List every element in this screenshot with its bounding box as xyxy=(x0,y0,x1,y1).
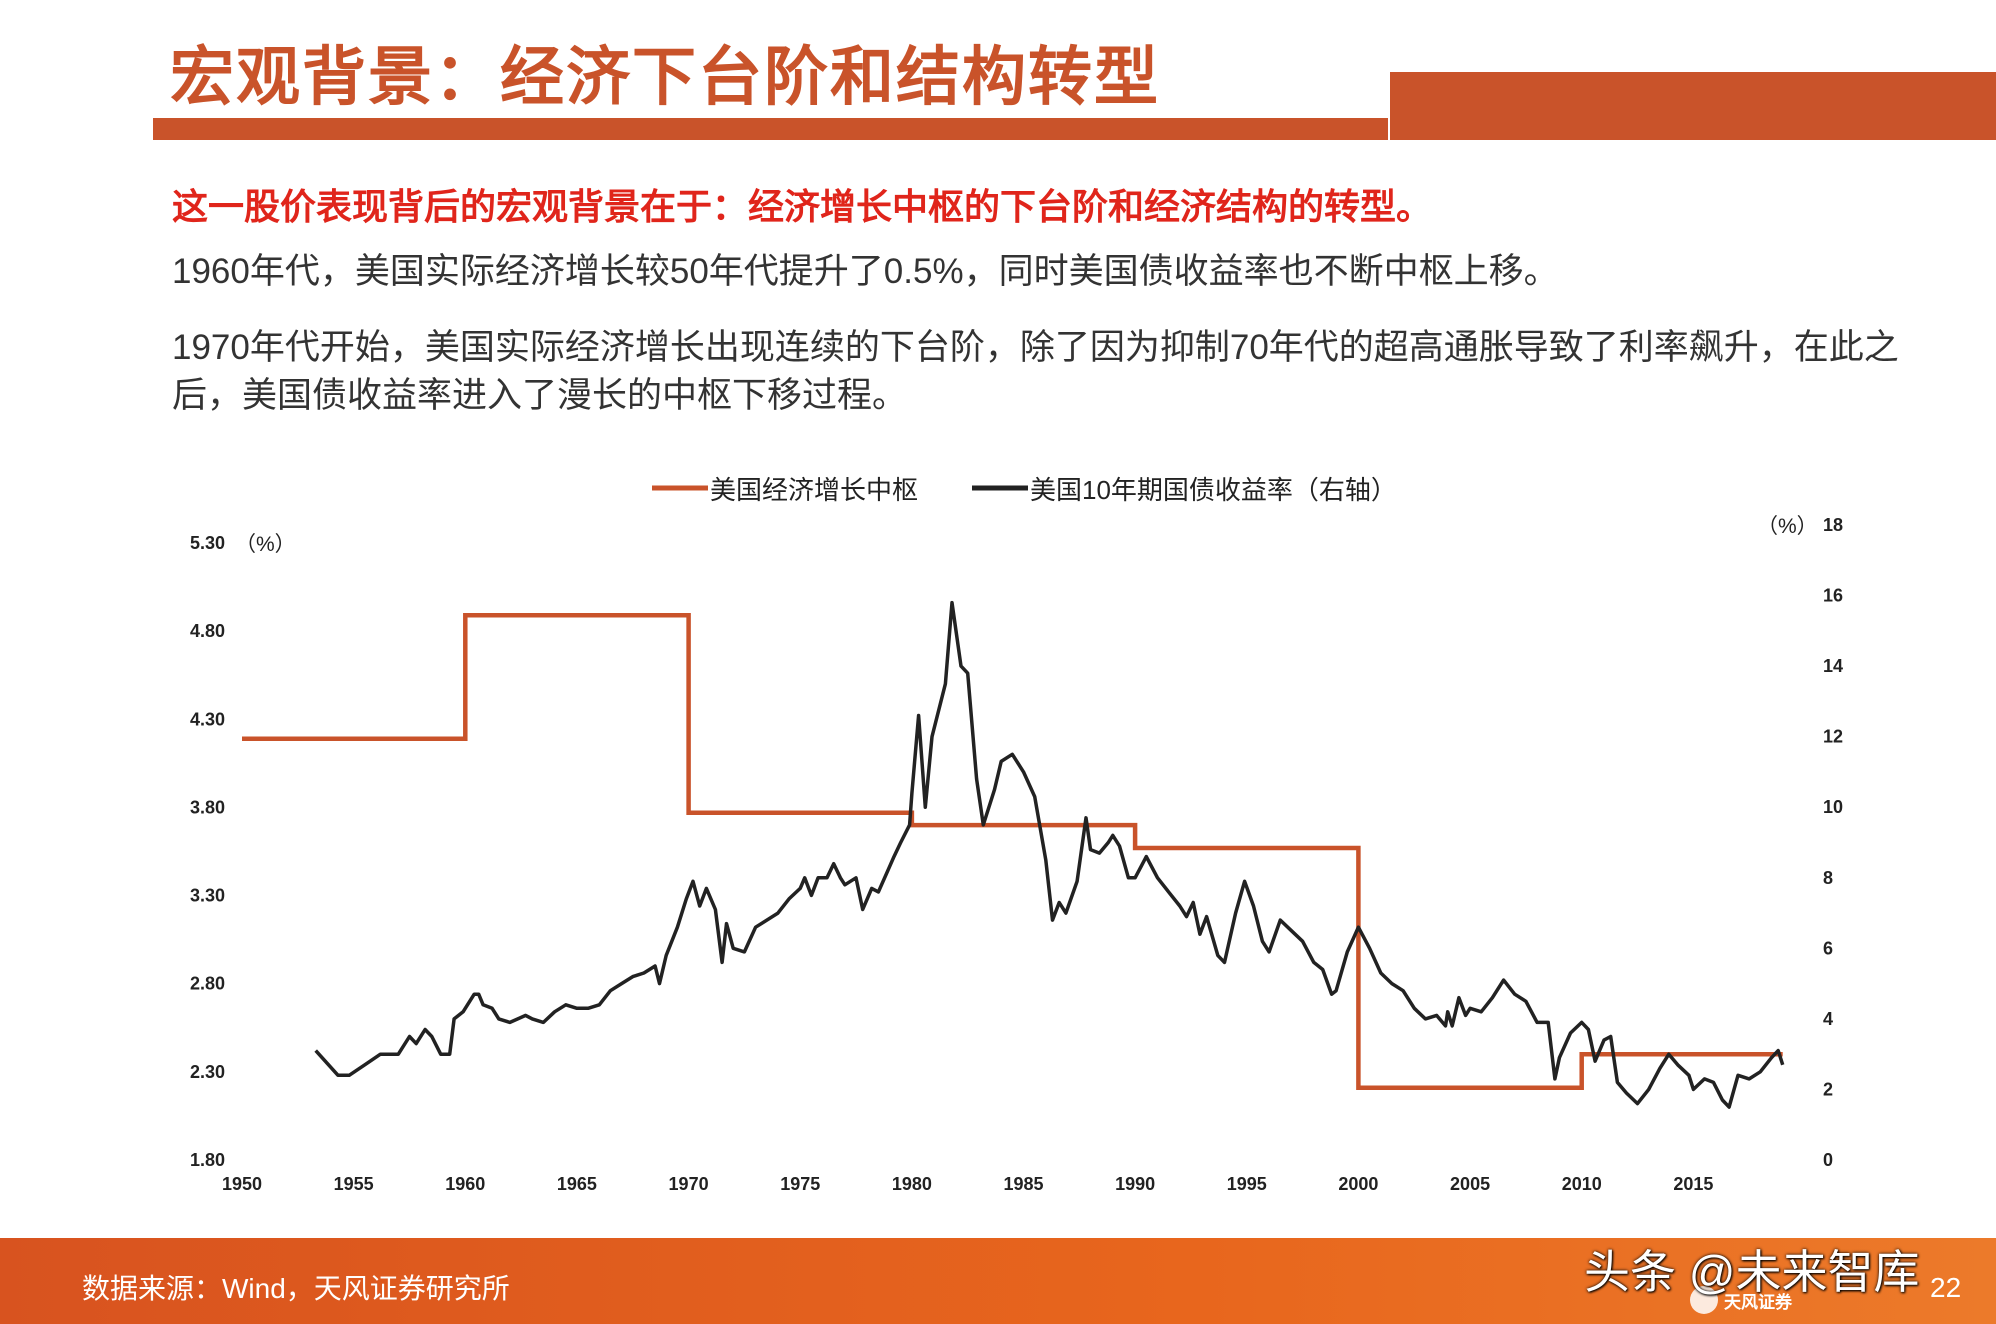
right-tick-label: 6 xyxy=(1823,938,1833,958)
x-tick-label: 2000 xyxy=(1338,1174,1378,1194)
x-tick-label: 2010 xyxy=(1562,1174,1602,1194)
x-tick-label: 1950 xyxy=(222,1174,262,1194)
left-tick-label: 4.80 xyxy=(190,621,225,641)
right-tick-label: 2 xyxy=(1823,1079,1833,1099)
left-axis-unit: （%） xyxy=(235,533,296,556)
legend-label-growth: 美国经济增长中枢 xyxy=(710,475,918,505)
paragraph-1970s: 1970年代开始，美国实际经济增长出现连续的下台阶，除了因为抑制70年代的超高通… xyxy=(172,328,1899,415)
right-axis-ticks: 0 2 4 6 8 10 12 14 16 18 xyxy=(1823,515,1843,1170)
x-tick-label: 1980 xyxy=(892,1174,932,1194)
growth-yield-chart: 美国经济增长中枢 美国10年期国债收益率（右轴） （%） （%） 1.80 2.3… xyxy=(190,475,1843,1194)
watermark-text: 头条 @未来智库 xyxy=(1584,1246,1920,1298)
right-tick-label: 0 xyxy=(1823,1150,1833,1170)
x-tick-label: 1955 xyxy=(334,1174,374,1194)
series-line-growth xyxy=(242,613,1783,1090)
left-tick-label: 1.80 xyxy=(190,1150,225,1170)
series-line-yield xyxy=(314,600,1785,1109)
right-tick-label: 10 xyxy=(1823,797,1843,817)
left-tick-label: 2.80 xyxy=(190,974,225,994)
x-tick-label: 1990 xyxy=(1115,1174,1155,1194)
page-title: 宏观背景：经济下台阶和结构转型 xyxy=(170,41,1160,113)
paragraph-1960s: 1960年代，美国实际经济增长较50年代提升了0.5%，同时美国债收益率也不断中… xyxy=(172,252,1559,291)
x-tick-label: 1960 xyxy=(445,1174,485,1194)
title-accent-block xyxy=(1390,72,1996,140)
chart-legend: 美国经济增长中枢 美国10年期国债收益率（右轴） xyxy=(652,475,1397,505)
x-axis-ticks: 1950 1955 1960 1965 1970 1975 1980 1985 1990 1995… xyxy=(222,1174,1713,1194)
legend-label-yield: 美国10年期国债收益率（右轴） xyxy=(1030,475,1397,505)
right-tick-label: 4 xyxy=(1823,1009,1833,1029)
right-tick-label: 18 xyxy=(1823,515,1843,535)
footer-bar xyxy=(0,1238,1996,1324)
company-logo: 天风证券 xyxy=(1690,1280,1850,1320)
x-tick-label: 1965 xyxy=(557,1174,597,1194)
x-tick-label: 1985 xyxy=(1003,1174,1043,1194)
data-source-note: 数据来源：Wind，天风证券研究所 xyxy=(82,1273,510,1304)
left-tick-label: 3.80 xyxy=(190,797,225,817)
left-tick-label: 5.30 xyxy=(190,533,225,553)
right-tick-label: 12 xyxy=(1823,727,1843,747)
headline-text: 这一股价表现背后的宏观背景在于：经济增长中枢的下台阶和经济结构的转型。 xyxy=(172,186,1433,227)
logo-text: 天风证券 xyxy=(1724,1292,1792,1312)
left-tick-label: 2.30 xyxy=(190,1062,225,1082)
x-tick-label: 1975 xyxy=(780,1174,820,1194)
right-axis-unit: （%） xyxy=(1757,515,1818,538)
x-tick-label: 1995 xyxy=(1227,1174,1267,1194)
right-tick-label: 14 xyxy=(1823,656,1843,676)
left-tick-label: 4.30 xyxy=(190,709,225,729)
title-underline-bar xyxy=(153,118,1388,140)
x-tick-label: 2015 xyxy=(1673,1174,1713,1194)
page-number: 22 xyxy=(1930,1272,1962,1303)
x-tick-label: 2005 xyxy=(1450,1174,1490,1194)
right-tick-label: 8 xyxy=(1823,868,1833,888)
left-tick-label: 3.30 xyxy=(190,886,225,906)
logo-mark-icon xyxy=(1690,1286,1718,1314)
right-tick-label: 16 xyxy=(1823,586,1843,606)
x-tick-label: 1970 xyxy=(669,1174,709,1194)
left-axis-ticks: 1.80 2.30 2.80 3.30 3.80 4.30 4.80 5.30 xyxy=(190,533,225,1170)
